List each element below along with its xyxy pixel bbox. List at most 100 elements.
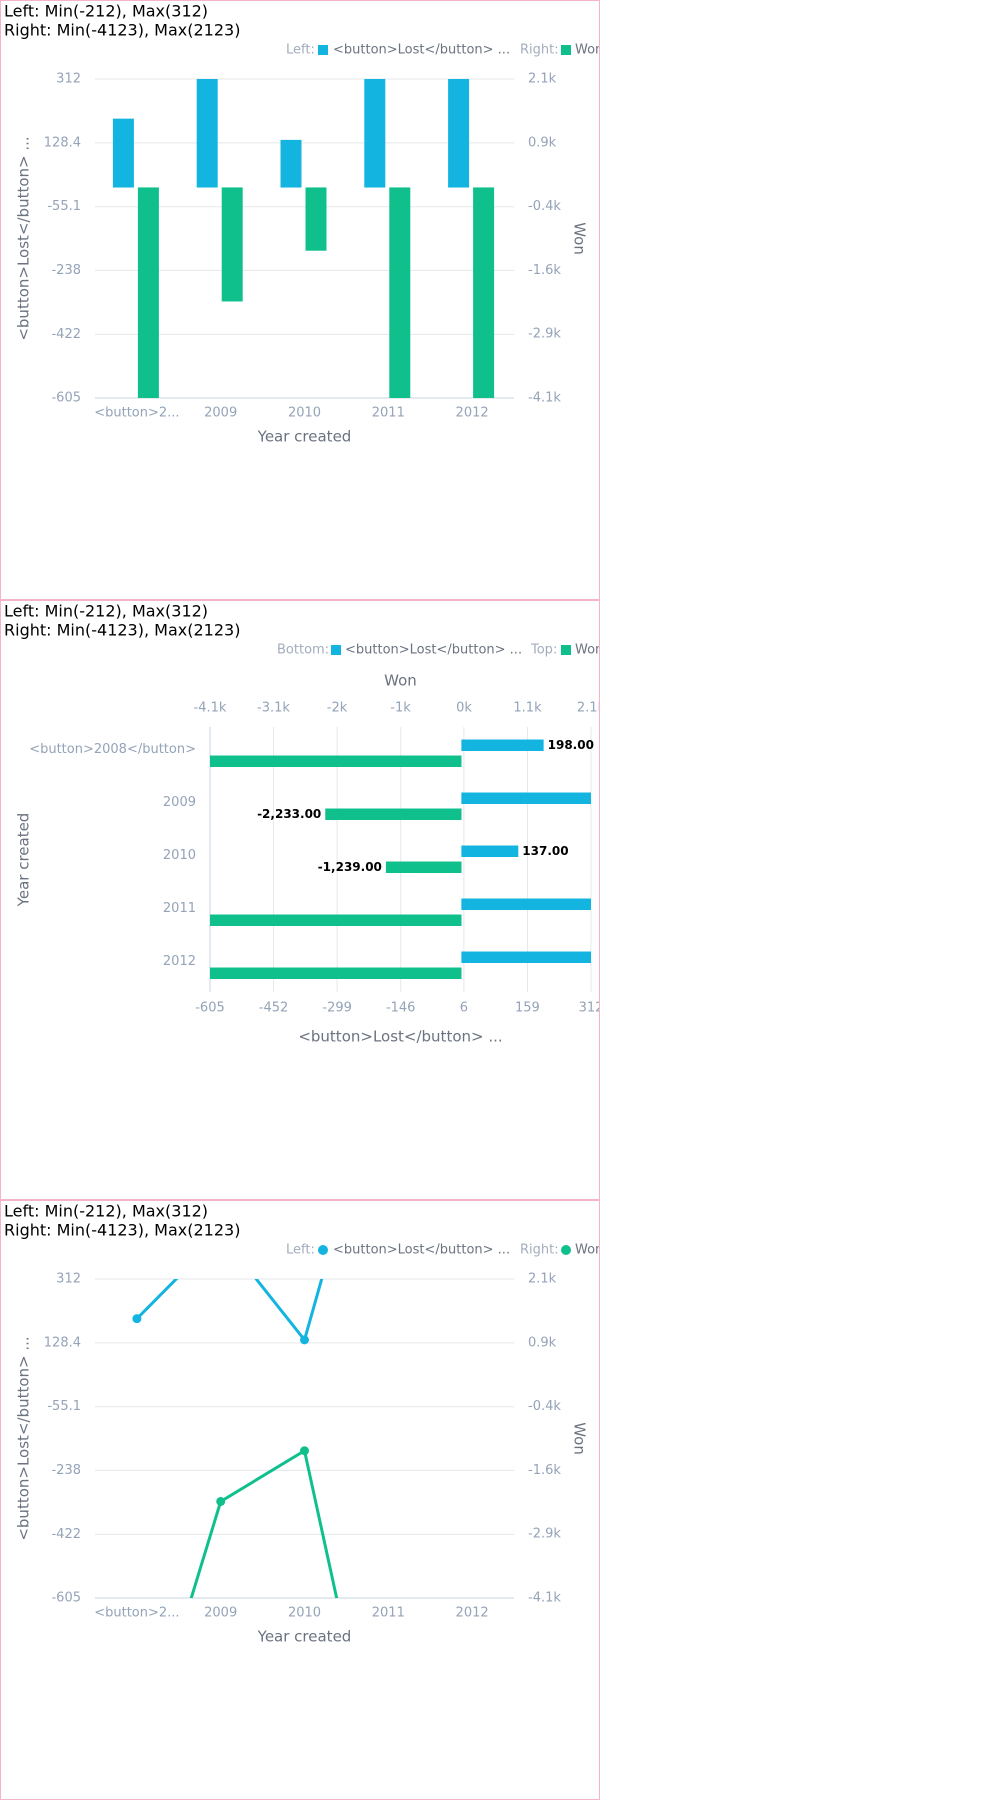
- x2-tick-label: -2k: [327, 701, 348, 716]
- x-tick-label: 2012: [456, 406, 489, 421]
- x-tick-label: -605: [195, 1001, 225, 1016]
- y2-tick-label: -0.4k: [528, 199, 561, 214]
- header-line: Right: Min(-4123), Max(2123): [4, 1221, 240, 1240]
- x-tick-label: 2009: [204, 1606, 237, 1621]
- y-tick-label: -238: [51, 1463, 81, 1478]
- y-tick-label: 2010: [163, 848, 196, 863]
- y2-tick-label: -0.4k: [528, 1399, 561, 1414]
- y2-tick-label: -1.6k: [528, 263, 561, 278]
- point: [300, 1335, 309, 1345]
- y-tick-label: 312: [56, 1272, 81, 1287]
- x-tick-label: 2012: [456, 1606, 489, 1621]
- legend-prefix: Bottom:: [277, 643, 329, 658]
- panel: Left: Min(-212), Max(312) Right: Min(-412…: [0, 600, 600, 1200]
- chart: Left: Min(-212), Max(312)Right: Min(-412…: [4, 2, 599, 446]
- y-tick-label: <button>2008</button>: [29, 742, 196, 757]
- header-line: Left: Min(-212), Max(312): [4, 1202, 208, 1221]
- plot: [112, 79, 495, 398]
- y-tick-label: 128.4: [44, 135, 81, 150]
- y-tick-label: 2009: [163, 795, 196, 810]
- bar: [473, 187, 495, 398]
- bar: [210, 755, 462, 767]
- bar: [221, 187, 243, 302]
- x-tick-label: 2011: [372, 1606, 405, 1621]
- x-tick-label: 6: [460, 1001, 468, 1016]
- x2-tick-label: 2.1k: [577, 701, 599, 716]
- bar: [461, 845, 519, 857]
- x2-tick-label: -4.1k: [194, 701, 227, 716]
- y-tick-label: -605: [51, 391, 81, 406]
- y-tick-label: 2011: [163, 901, 196, 916]
- x2-axis-title: Won: [384, 672, 417, 690]
- legend-swatch: [331, 645, 341, 655]
- point: [468, 1689, 477, 1698]
- x2-tick-label: 1.1k: [513, 701, 542, 716]
- bar: [461, 898, 591, 910]
- legend-prefix: Left:: [286, 43, 315, 58]
- x-tick-label: 2010: [288, 406, 321, 421]
- y2-tick-label: 0.9k: [528, 1335, 557, 1350]
- x2-tick-label: -1k: [390, 701, 411, 716]
- bar: [325, 808, 462, 820]
- value-label: -2,233.00: [257, 807, 321, 821]
- legend-label: <button>Lost</button> ...: [333, 1243, 510, 1258]
- bar: [196, 79, 218, 188]
- chart: Left: Min(-212), Max(312)Right: Min(-412…: [4, 1202, 599, 1781]
- legend-swatch: [318, 1245, 328, 1255]
- y-tick-label: -422: [51, 327, 81, 342]
- x2-tick-label: -3.1k: [257, 701, 290, 716]
- bar: [364, 79, 386, 188]
- y2-tick-label: 0.9k: [528, 135, 557, 150]
- header-line: Right: Min(-4123), Max(2123): [4, 21, 240, 40]
- legend-label: Won: [575, 43, 599, 58]
- y2-tick-label: 2.1k: [528, 1272, 557, 1287]
- y2-axis-title: Won: [571, 1422, 589, 1455]
- legend-label: Won: [575, 1243, 599, 1258]
- y-tick-label: -605: [51, 1591, 81, 1606]
- bar: [389, 187, 411, 398]
- y2-tick-label: -2.9k: [528, 327, 561, 342]
- y2-tick-label: -4.1k: [528, 391, 561, 406]
- legend-swatch: [318, 45, 328, 55]
- legend-prefix: Top:: [530, 643, 557, 658]
- legend-label: Won: [575, 643, 599, 658]
- bar: [448, 79, 470, 188]
- x-tick-label: 312: [579, 1001, 599, 1016]
- plot: [132, 1279, 477, 1781]
- panel: Left: Min(-212), Max(312) Right: Min(-412…: [0, 0, 600, 600]
- x-axis-title: Year created: [257, 428, 352, 446]
- bar: [461, 951, 591, 963]
- header-line: Left: Min(-212), Max(312): [4, 2, 208, 21]
- bar: [210, 967, 462, 979]
- legend-prefix: Right:: [520, 43, 559, 58]
- y-axis-title: <button>Lost</button> ...: [15, 136, 33, 340]
- y-tick-label: 2012: [163, 954, 196, 969]
- bar: [137, 187, 159, 398]
- point: [132, 1772, 141, 1781]
- x-tick-label: 2010: [288, 1606, 321, 1621]
- value-label: 137.00: [522, 844, 568, 858]
- value-label: -1,239.00: [318, 860, 382, 874]
- legend-swatch: [561, 645, 571, 655]
- header-line: Right: Min(-4123), Max(2123): [4, 621, 240, 640]
- chart: Left: Min(-212), Max(312)Right: Min(-412…: [4, 602, 599, 1046]
- legend-label: <button>Lost</button> ...: [333, 43, 510, 58]
- legend-prefix: Left:: [286, 1243, 315, 1258]
- y-tick-label: -55.1: [47, 1399, 81, 1414]
- y2-axis-title: Won: [571, 222, 589, 255]
- x-axis-title: Year created: [257, 1628, 352, 1646]
- y-axis-title: Year created: [15, 813, 33, 908]
- value-label: 198.00: [548, 738, 594, 752]
- x2-tick-label: 0k: [456, 701, 472, 716]
- legend-swatch: [561, 1245, 571, 1255]
- bar: [305, 187, 327, 251]
- legend-label: <button>Lost</button> ...: [345, 643, 522, 658]
- y-tick-label: -55.1: [47, 199, 81, 214]
- bar: [461, 792, 591, 804]
- x-tick-label: 2011: [372, 406, 405, 421]
- x-tick-label: -299: [322, 1001, 352, 1016]
- x-tick-label: 2009: [204, 406, 237, 421]
- plot: [210, 739, 591, 979]
- bar: [210, 914, 462, 926]
